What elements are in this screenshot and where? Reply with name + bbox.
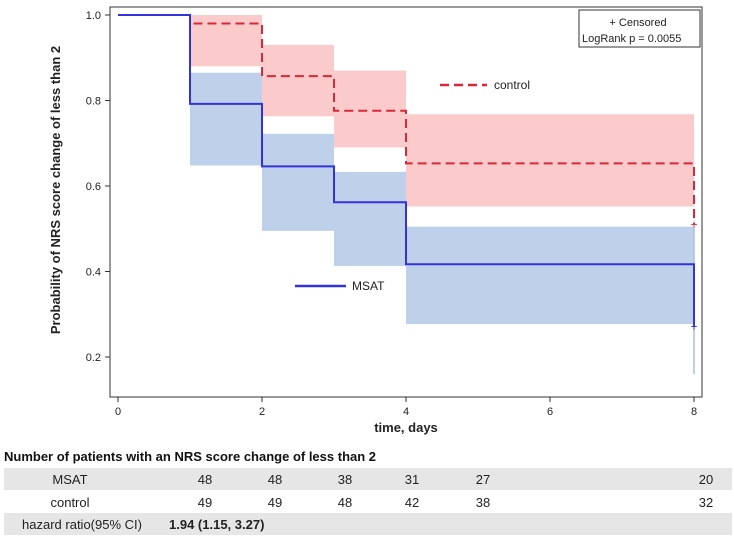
y-tick-label: 0.6 [86, 181, 101, 193]
hr-label: hazard ratio(95% CI) [22, 517, 142, 532]
at-risk-count: 38 [337, 472, 353, 487]
at-risk-count: 48 [337, 494, 353, 510]
legend-control: control [440, 78, 530, 92]
at-risk-count: 31 [404, 472, 420, 487]
ci-band-MSAT [262, 133, 334, 231]
y-tick-label: 0.2 [86, 352, 101, 364]
at-risk-count: 20 [698, 472, 714, 487]
at-risk-count: 49 [197, 494, 213, 510]
at-risk-count: 42 [404, 494, 420, 510]
row-label: MSAT [52, 472, 88, 487]
axis-ticks: 0 2 4 6 8 0.2 0.4 0.6 0.8 1.0 [86, 10, 697, 418]
legend-msat: MSAT [295, 279, 385, 293]
at-risk-count: 49 [267, 494, 283, 510]
x-tick-label: 2 [259, 406, 265, 418]
hazard-ratio-row: hazard ratio(95% CI) 1.94 (1.15, 3.27) [4, 513, 732, 535]
x-tick-label: 0 [115, 406, 121, 418]
ci-band-control [262, 44, 334, 117]
table-row-MSAT: MSAT 48 48 38 31 27 20 [4, 468, 732, 490]
y-tick-label: 1.0 [86, 10, 101, 22]
y-tick-label: 0.8 [86, 96, 101, 108]
at-risk-count: 27 [475, 472, 491, 487]
x-tick-label: 6 [547, 406, 553, 418]
legend-box: + Censored LogRank p = 0.0055 [578, 9, 701, 48]
ci-band-control [334, 70, 406, 148]
x-tick-label: 4 [403, 406, 409, 418]
ci-band-MSAT [190, 72, 262, 166]
hr-value: 1.94 (1.15, 3.27) [169, 517, 265, 532]
at-risk-count: 48 [267, 472, 283, 487]
table-title: Number of patients with an NRS score cha… [4, 449, 377, 464]
at-risk-count: 32 [698, 494, 714, 510]
survival-lines: ++ [118, 14, 698, 334]
km-chart: ++ 0 2 4 6 80.20.40.60.81.0 time, days Proba… [48, 6, 703, 435]
svg-text:control: control [494, 78, 530, 92]
ci-bands [190, 15, 695, 375]
ci-band-control [406, 114, 694, 207]
censor-mark-control: + [690, 217, 697, 231]
at-risk-count: 48 [197, 472, 213, 487]
y-axis-label: Probability of NRS score change of less … [48, 46, 63, 334]
legend-logrank: LogRank p = 0.0055 [582, 33, 681, 45]
row-label: control [50, 494, 90, 510]
censor-mark-MSAT: + [690, 320, 697, 334]
at-risk-count: 38 [475, 494, 491, 510]
x-tick-label: 8 [691, 406, 697, 418]
line-MSAT [118, 14, 695, 327]
legend-censored: + Censored [609, 17, 666, 29]
x-axis-label: time, days [374, 420, 438, 435]
svg-text:MSAT: MSAT [352, 279, 385, 293]
y-tick-label: 0.4 [86, 267, 101, 279]
ci-band-MSAT [334, 171, 406, 266]
ci-band-MSAT [406, 226, 694, 325]
table-row-control: control 49 49 48 42 38 32 [4, 491, 732, 513]
